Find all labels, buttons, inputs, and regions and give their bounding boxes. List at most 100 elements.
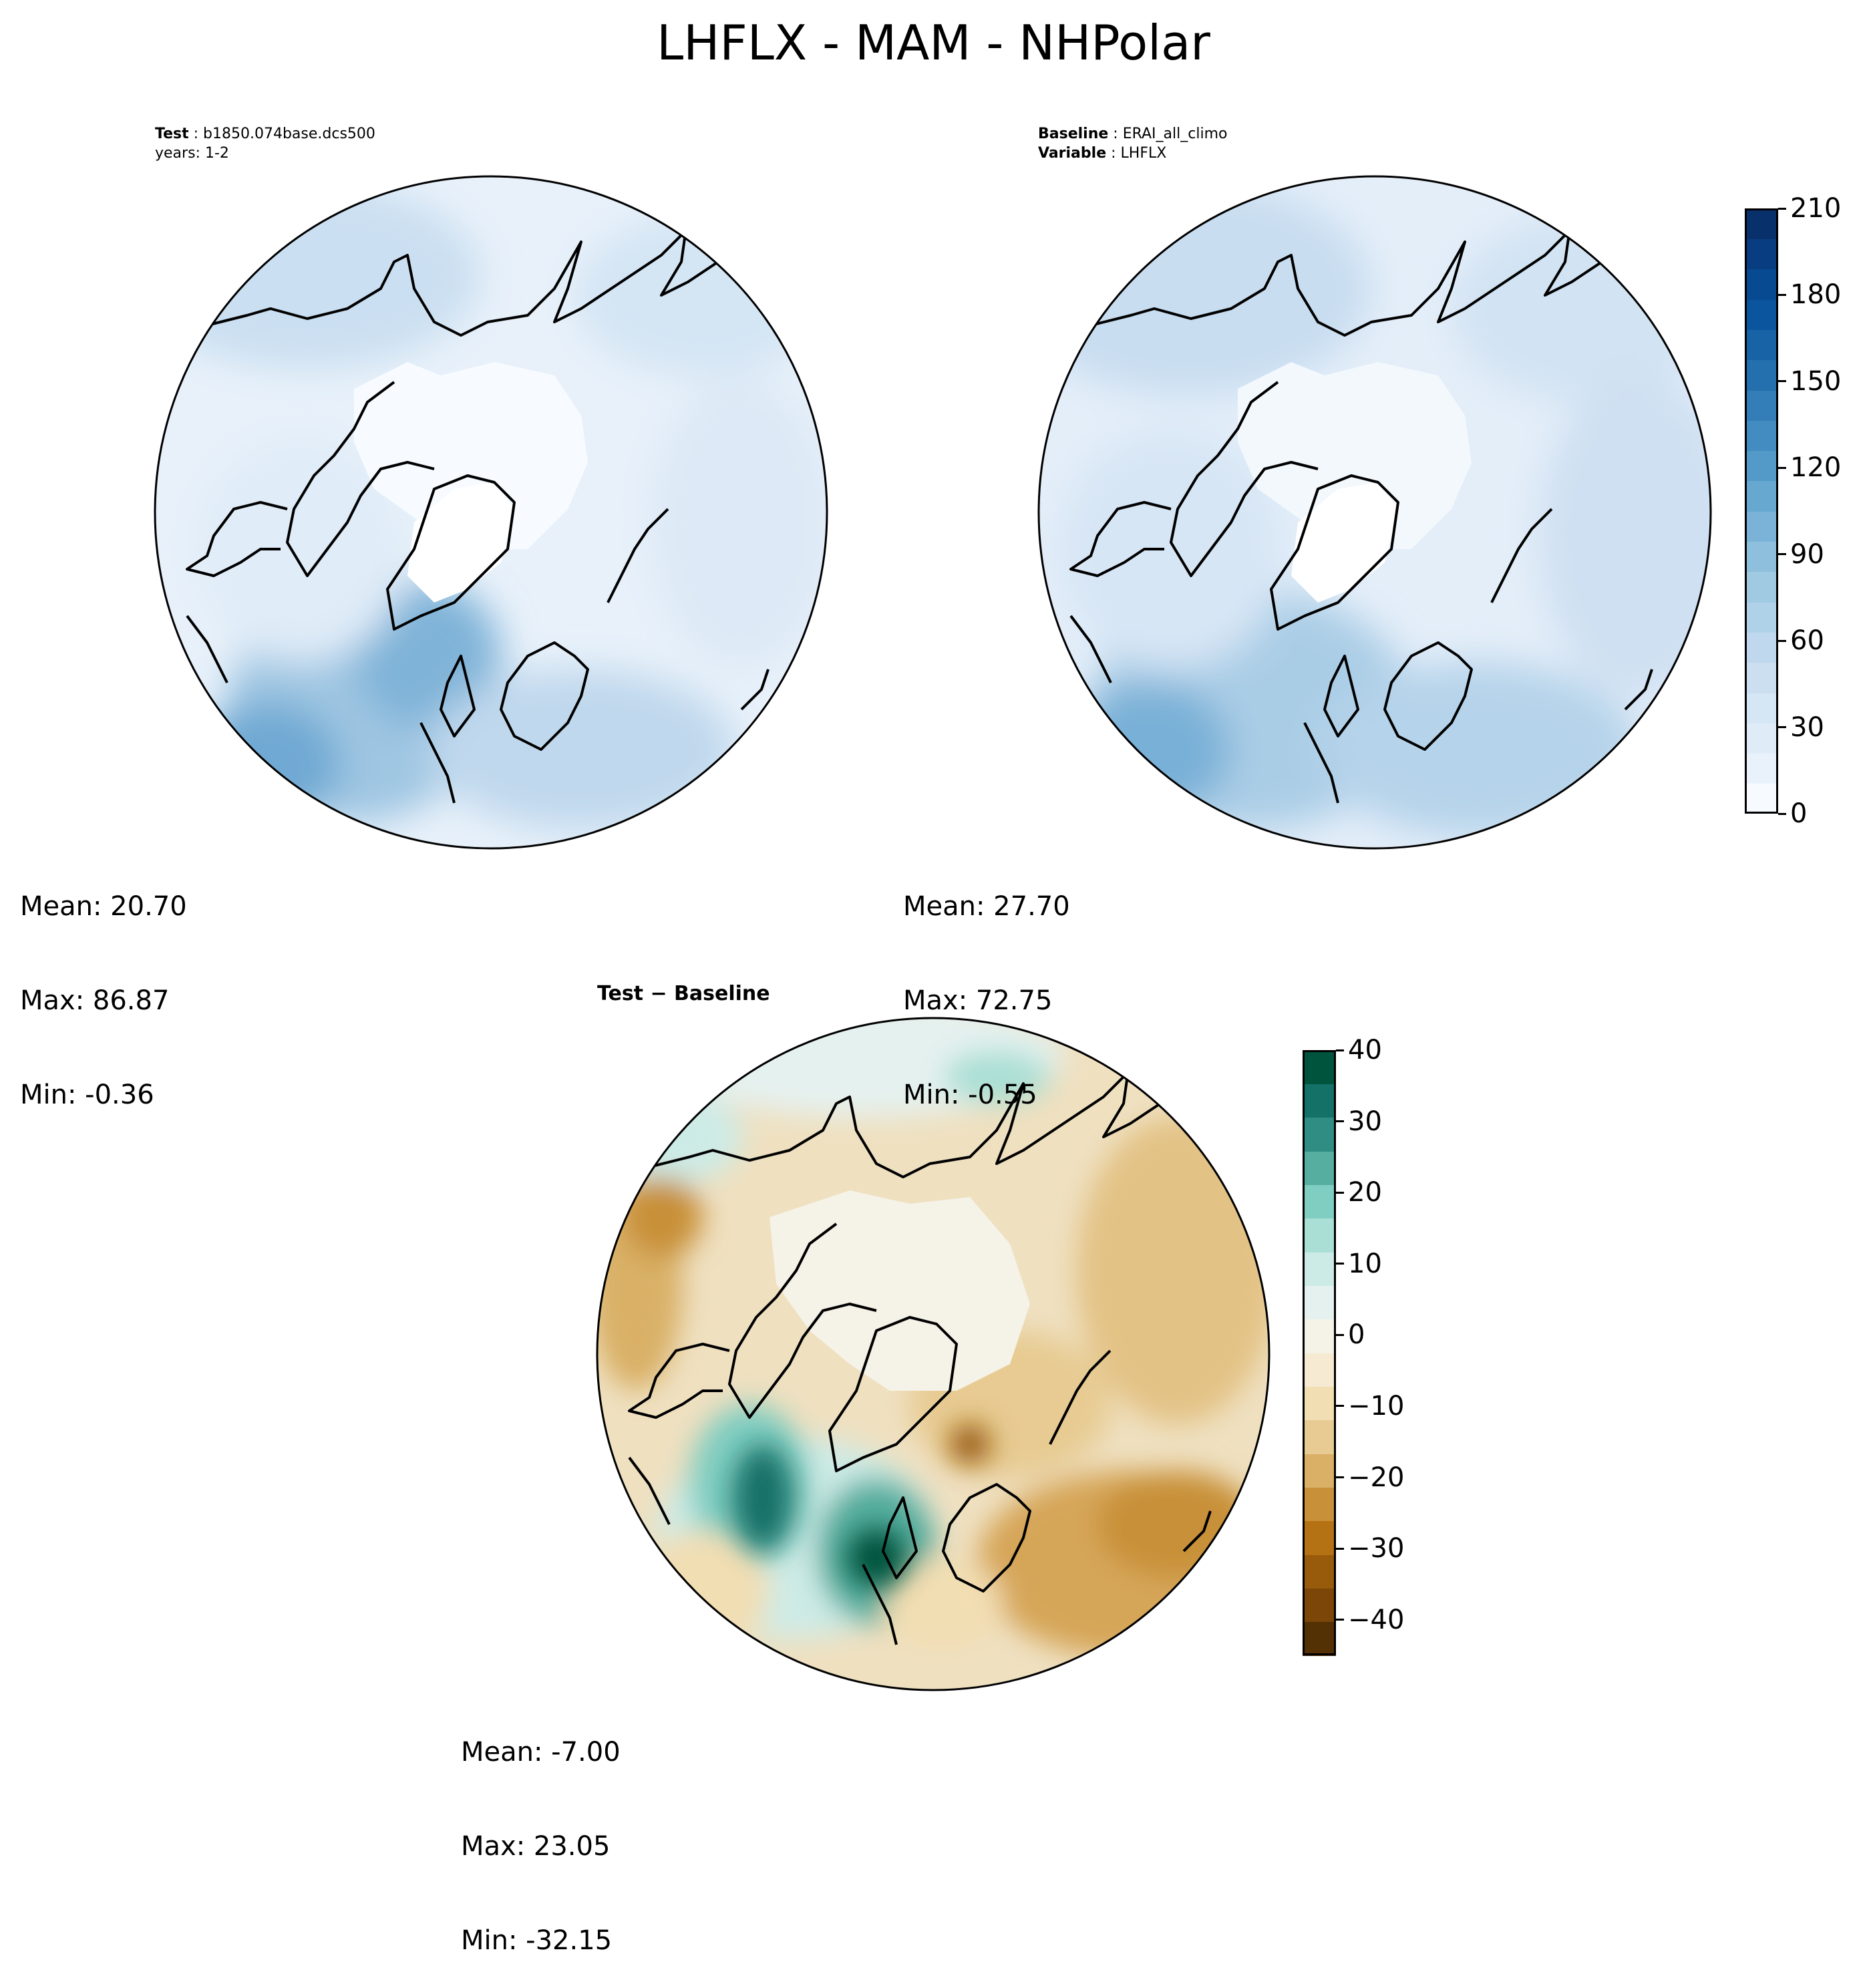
colorbar-tick bbox=[1778, 207, 1786, 210]
colorbar-segment bbox=[1745, 723, 1778, 754]
colorbar-tick bbox=[1336, 1405, 1344, 1407]
colorbar-tick bbox=[1778, 293, 1786, 296]
colorbar-segment bbox=[1745, 571, 1778, 603]
colorbar-segment bbox=[1303, 1520, 1336, 1555]
colorbar-tick bbox=[1336, 1049, 1344, 1051]
colorbar-tick bbox=[1778, 380, 1786, 383]
colorbar-segment bbox=[1745, 541, 1778, 572]
colorbar-segment bbox=[1745, 783, 1778, 814]
variable-header-value: LHFLX bbox=[1120, 145, 1167, 162]
baseline-coastlines bbox=[1069, 214, 1673, 804]
test-header: Test : b1850.074base.dcs500 years: 1-2 bbox=[155, 126, 375, 162]
test-max: Max: 86.87 bbox=[20, 985, 170, 1016]
diff-max: Max: 23.05 bbox=[461, 1831, 611, 1862]
diff-mean: Mean: -7.00 bbox=[461, 1737, 621, 1768]
colorbar-tick bbox=[1336, 1476, 1344, 1479]
colorbar-segment bbox=[1303, 1151, 1336, 1185]
colorbar-tick bbox=[1336, 1191, 1344, 1194]
baseline-header-value: ERAI_all_climo bbox=[1122, 126, 1228, 142]
colorbar-segment bbox=[1303, 1588, 1336, 1623]
colorbar-segment bbox=[1745, 662, 1778, 693]
colorbar-segment bbox=[1745, 389, 1778, 421]
colorbar-tick bbox=[1336, 1120, 1344, 1123]
colorbar-segment bbox=[1745, 238, 1778, 270]
colorbar-tick-label: 10 bbox=[1348, 1248, 1382, 1279]
colorbar-segment bbox=[1303, 1353, 1336, 1387]
colorbar-tick bbox=[1336, 1547, 1344, 1550]
diff-colorbar: 40 30 20 10 0 −10 −20 −30 −40 bbox=[1303, 1037, 1404, 1656]
colorbar-segment bbox=[1303, 1117, 1336, 1152]
colorbar-tick-label: 20 bbox=[1348, 1177, 1382, 1208]
baseline-max: Max: 72.75 bbox=[903, 985, 1053, 1016]
colorbar-tick-label: 150 bbox=[1790, 365, 1842, 397]
colorbar-segment bbox=[1745, 753, 1778, 784]
colorbar-segment bbox=[1303, 1386, 1336, 1421]
colorbar-tick bbox=[1336, 1333, 1344, 1336]
diff-stats: Mean: -7.00 Max: 23.05 Min: -32.15 bbox=[461, 1674, 621, 1988]
colorbar-segment bbox=[1303, 1554, 1336, 1589]
colorbar-tick-label: 120 bbox=[1790, 452, 1842, 484]
colorbar-tick-label: −10 bbox=[1348, 1390, 1405, 1422]
colorbar-tick-label: 0 bbox=[1348, 1319, 1365, 1351]
diff-coastlines bbox=[628, 1055, 1231, 1645]
baseline-header-label: Baseline bbox=[1038, 126, 1109, 142]
colorbar-segment bbox=[1303, 1621, 1336, 1656]
test-header-years: years: 1-2 bbox=[155, 145, 229, 162]
colorbar-frame bbox=[1745, 208, 1778, 814]
colorbar-segment bbox=[1745, 601, 1778, 633]
colorbar-tick bbox=[1778, 466, 1786, 469]
baseline-stats: Mean: 27.70 Max: 72.75 Min: -0.55 bbox=[903, 828, 1070, 1142]
colorbar-segment bbox=[1745, 329, 1778, 361]
colorbar-tick-label: −40 bbox=[1348, 1604, 1405, 1635]
colorbar-tick bbox=[1336, 1619, 1344, 1621]
test-coastlines bbox=[186, 214, 789, 804]
test-min: Min: -0.36 bbox=[20, 1080, 154, 1110]
main-colorbar: 0 30 60 90 120 150 180 210 bbox=[1745, 195, 1841, 827]
colorbar-segment bbox=[1303, 1084, 1336, 1118]
colorbar-tick-label: 90 bbox=[1790, 538, 1824, 570]
test-mean: Mean: 20.70 bbox=[20, 891, 187, 922]
colorbar-tick-label: −30 bbox=[1348, 1533, 1405, 1564]
colorbar-tick-label: 40 bbox=[1348, 1035, 1382, 1065]
colorbar-tick bbox=[1778, 553, 1786, 556]
variable-header-label: Variable bbox=[1038, 145, 1107, 162]
colorbar-segment bbox=[1745, 359, 1778, 391]
colorbar-segment bbox=[1745, 450, 1778, 482]
colorbar-segment bbox=[1303, 1252, 1336, 1286]
baseline-mean: Mean: 27.70 bbox=[903, 891, 1070, 922]
colorbar-segment bbox=[1745, 632, 1778, 663]
colorbar-tick-label: 180 bbox=[1790, 279, 1842, 311]
test-stats: Mean: 20.70 Max: 86.87 Min: -0.36 bbox=[20, 828, 187, 1142]
colorbar-segment bbox=[1303, 1319, 1336, 1353]
baseline-min: Min: -0.55 bbox=[903, 1080, 1037, 1110]
diff-map bbox=[596, 1017, 1270, 1691]
colorbar-tick-label: 0 bbox=[1790, 798, 1808, 829]
colorbar-tick-label: 60 bbox=[1790, 625, 1824, 657]
colorbar-segment bbox=[1745, 480, 1778, 512]
baseline-header: Baseline : ERAI_all_climo Variable : LHF… bbox=[1038, 126, 1228, 162]
colorbar-segment bbox=[1745, 511, 1778, 542]
colorbar-segment bbox=[1303, 1218, 1336, 1253]
diff-title: Test − Baseline bbox=[597, 982, 770, 1005]
colorbar-tick bbox=[1778, 639, 1786, 642]
colorbar-segment bbox=[1745, 269, 1778, 300]
colorbar-segment bbox=[1745, 208, 1778, 239]
colorbar-segment bbox=[1745, 420, 1778, 452]
colorbar-frame bbox=[1303, 1050, 1336, 1655]
diff-min: Min: -32.15 bbox=[461, 1925, 613, 1956]
figure-title: LHFLX - MAM - NHPolar bbox=[657, 15, 1210, 71]
colorbar-segment bbox=[1745, 692, 1778, 723]
test-header-value: b1850.074base.dcs500 bbox=[203, 126, 375, 142]
colorbar-tick-label: −20 bbox=[1348, 1462, 1405, 1493]
colorbar-tick-label: 30 bbox=[1790, 711, 1824, 743]
colorbar-segment bbox=[1303, 1420, 1336, 1454]
colorbar-segment bbox=[1303, 1285, 1336, 1320]
baseline-map bbox=[1037, 175, 1712, 850]
colorbar-tick-label: 30 bbox=[1348, 1106, 1382, 1137]
test-map bbox=[154, 175, 828, 850]
colorbar-segment bbox=[1745, 299, 1778, 330]
colorbar-tick bbox=[1778, 812, 1786, 815]
colorbar-segment bbox=[1303, 1050, 1336, 1084]
colorbar-segment bbox=[1303, 1487, 1336, 1522]
colorbar-tick-label: 210 bbox=[1790, 193, 1842, 224]
